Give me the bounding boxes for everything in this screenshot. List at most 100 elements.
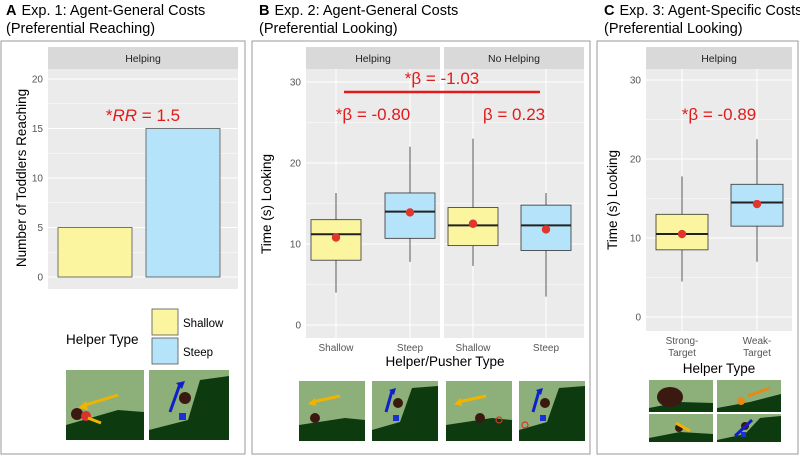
panel-a-scene-steep bbox=[149, 370, 229, 440]
x-tick-label-line2: Target bbox=[743, 348, 771, 359]
y-tick-label: 10 bbox=[32, 174, 44, 185]
legend-swatch-shallow bbox=[151, 308, 179, 336]
mean-point bbox=[752, 199, 762, 209]
agent-ball-icon bbox=[540, 398, 550, 408]
panel-a-title: A Exp. 1: Agent-General Costs bbox=[6, 3, 205, 19]
panel-c-title-line2: (Preferential Looking) bbox=[604, 21, 743, 37]
panel-b-boxes bbox=[310, 138, 572, 297]
mean-point bbox=[677, 229, 687, 239]
panel-b-strip-helping bbox=[306, 47, 440, 69]
helper-square-icon bbox=[741, 432, 746, 437]
panel-b-no-helping-annotation: β = 0.23 bbox=[483, 105, 545, 124]
panel-a-annotation-var: RR bbox=[113, 106, 138, 125]
box-no-helping-steep bbox=[520, 192, 572, 297]
x-tick-label-line1: Strong- bbox=[666, 336, 699, 347]
panel-a-strip-label: Helping bbox=[125, 53, 161, 65]
legend-label-steep: Steep bbox=[183, 347, 213, 359]
target-ring-icon bbox=[495, 416, 503, 424]
target-ring-icon bbox=[521, 421, 529, 429]
helper-square-icon bbox=[179, 413, 186, 420]
y-tick-label: 0 bbox=[37, 273, 43, 284]
panel-a-scene-shallow bbox=[66, 370, 144, 440]
x-tick-label: Shallow bbox=[318, 343, 354, 354]
panel-b-frame bbox=[251, 40, 591, 455]
heavy-agent-icon bbox=[657, 387, 683, 407]
panel-c-annotation: *β = -0.89 bbox=[682, 105, 757, 124]
blue-arrow-icon bbox=[168, 383, 182, 413]
panel-c-boxes bbox=[655, 139, 784, 282]
y-tick-label: 0 bbox=[295, 321, 301, 332]
panel-b-interaction-annotation: *β = -1.03 bbox=[405, 69, 480, 88]
box-weak-target bbox=[730, 139, 784, 262]
y-tick-label: 20 bbox=[32, 75, 44, 86]
y-tick-label: 10 bbox=[630, 234, 642, 245]
bar-steep bbox=[145, 128, 221, 278]
panel-c-y-ticks: 0 10 20 30 bbox=[630, 76, 642, 324]
panel-b-scene-3 bbox=[446, 381, 512, 441]
panel-b-x-axis-label: Helper/Pusher Type bbox=[385, 354, 504, 369]
yellow-arrow-icon bbox=[675, 421, 691, 433]
panel-b-strip-no-helping-label: No Helping bbox=[488, 53, 540, 65]
panel-a-legend-title: Helper Type bbox=[66, 332, 139, 347]
panel-c-scene-strong-target bbox=[649, 380, 713, 442]
agent-ball-icon bbox=[393, 398, 403, 408]
panel-c-x-axis-label: Helper Type bbox=[683, 361, 756, 376]
y-tick-label: 30 bbox=[290, 78, 302, 89]
y-tick-label: 10 bbox=[290, 240, 302, 251]
panel-a-title-line1: Exp. 1: Agent-General Costs bbox=[21, 3, 205, 19]
x-tick-label-line2: Target bbox=[668, 348, 696, 359]
legend-swatch-steep bbox=[151, 337, 179, 365]
panel-a-frame bbox=[0, 40, 246, 455]
panel-a-bars bbox=[57, 128, 221, 278]
panel-b-scene-2 bbox=[372, 381, 438, 441]
panel-b-title-line2: (Preferential Looking) bbox=[259, 21, 398, 37]
agent-ball-icon bbox=[310, 413, 320, 423]
y-tick-label: 5 bbox=[37, 223, 43, 234]
panel-c-strip-label: Helping bbox=[701, 53, 737, 65]
panel-b-x-ticks: Shallow Steep Shallow Steep bbox=[318, 343, 559, 354]
x-tick-label-line1: Weak- bbox=[743, 336, 772, 347]
mean-point bbox=[541, 225, 551, 234]
panel-a-y-axis-label: Number of Toddlers Reaching bbox=[14, 89, 29, 267]
box-no-helping-shallow bbox=[447, 138, 499, 266]
yellow-arrow-icon bbox=[81, 393, 119, 408]
panel-b-title: B Exp. 2: Agent-General Costs bbox=[259, 3, 458, 19]
panel-a-title-line2: (Preferential Reaching) bbox=[6, 21, 155, 37]
panel-b-scene-1 bbox=[299, 381, 365, 441]
panel-b-title-line1: Exp. 2: Agent-General Costs bbox=[274, 3, 458, 19]
panel-b-y-axis-label: Time (s) Looking bbox=[259, 154, 274, 254]
panel-c-y-axis-label: Time (s) Looking bbox=[605, 150, 620, 250]
box-helping-shallow bbox=[310, 192, 362, 293]
mean-point bbox=[468, 219, 478, 228]
panel-c-title-line1: Exp. 3: Agent-Specific Costs bbox=[619, 3, 800, 19]
helper-square-icon bbox=[540, 415, 546, 421]
panel-b-strip-helping-label: Helping bbox=[355, 53, 391, 65]
agent-ball-icon bbox=[71, 408, 83, 420]
orange-arrow-icon bbox=[747, 386, 771, 398]
box-strong-target bbox=[655, 176, 709, 282]
bar-shallow bbox=[57, 227, 133, 278]
x-tick-label: Steep bbox=[397, 343, 424, 354]
mean-point bbox=[405, 208, 415, 217]
y-tick-label: 20 bbox=[290, 159, 302, 170]
blue-arrow-icon bbox=[384, 390, 394, 413]
yellow-arrow-icon bbox=[457, 394, 487, 404]
blue-arrow-icon bbox=[733, 418, 754, 438]
panel-b-strip-no-helping bbox=[444, 47, 584, 69]
mean-point bbox=[331, 233, 341, 242]
panel-c-frame bbox=[596, 40, 799, 455]
panel-a-letter: A bbox=[6, 3, 17, 19]
panel-c-strip bbox=[646, 47, 792, 69]
panel-b-letter: B bbox=[259, 3, 269, 19]
yellow-arrow-icon bbox=[311, 394, 341, 404]
helper-square-icon bbox=[393, 415, 399, 421]
y-tick-label: 0 bbox=[635, 313, 641, 324]
panel-c-title: C Exp. 3: Agent-Specific Costs bbox=[604, 3, 800, 19]
panel-b-helping-annotation: *β = -0.80 bbox=[336, 105, 411, 124]
x-tick-label: Steep bbox=[533, 343, 560, 354]
panel-a-annotation: *RR = 1.5 bbox=[106, 106, 180, 125]
light-agent-icon bbox=[737, 397, 745, 405]
legend-label-shallow: Shallow bbox=[183, 318, 224, 330]
y-tick-label: 30 bbox=[630, 76, 642, 87]
